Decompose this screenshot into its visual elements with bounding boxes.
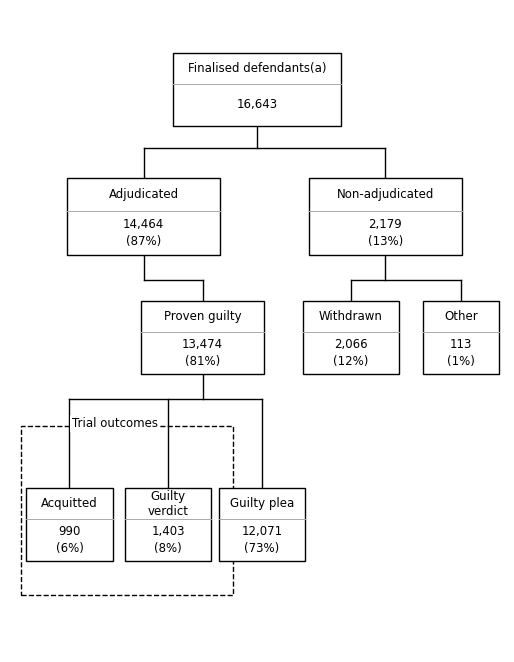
Bar [125,489,211,561]
Text: Adjudicated: Adjudicated [108,188,178,201]
Text: 14,464
(87%): 14,464 (87%) [123,218,164,248]
Bar [423,301,499,374]
Text: 113
(1%): 113 (1%) [447,338,475,367]
Text: Non-adjudicated: Non-adjudicated [337,188,434,201]
Bar [309,179,462,255]
Text: 2,179
(13%): 2,179 (13%) [368,218,403,248]
Bar [219,489,305,561]
Text: 1,403
(8%): 1,403 (8%) [152,525,185,555]
Text: 16,643: 16,643 [236,99,278,111]
Text: Guilty plea: Guilty plea [230,497,294,510]
Text: 13,474
(81%): 13,474 (81%) [182,338,223,367]
Text: 990
(6%): 990 (6%) [56,525,83,555]
Bar [67,179,220,255]
Bar [303,301,399,374]
Text: Guilty
verdict: Guilty verdict [148,490,189,518]
Text: Other: Other [444,310,478,322]
Bar [26,489,113,561]
Text: Proven guilty: Proven guilty [164,310,242,322]
Text: 2,066
(12%): 2,066 (12%) [333,338,369,367]
Text: Finalised defendants(a): Finalised defendants(a) [188,62,326,75]
Text: 12,071
(73%): 12,071 (73%) [242,525,283,555]
Text: Trial outcomes: Trial outcomes [72,416,158,430]
Bar [21,426,233,594]
Bar [173,53,341,126]
Bar [141,301,264,374]
Text: Withdrawn: Withdrawn [319,310,383,322]
Text: Acquitted: Acquitted [41,497,98,510]
